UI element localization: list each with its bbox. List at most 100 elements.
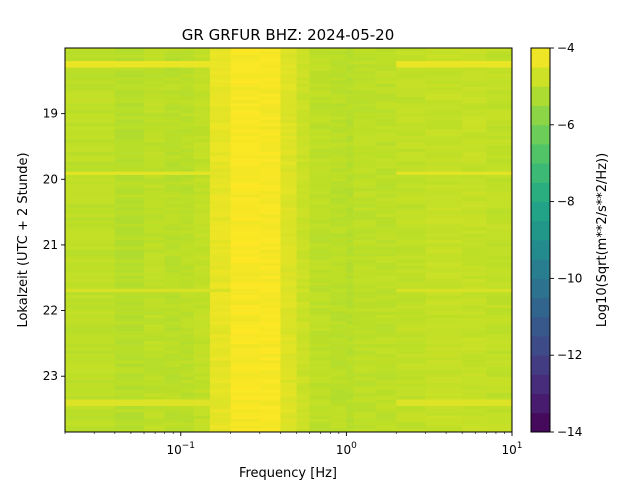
heatmap-cell (296, 87, 311, 91)
heatmap-cell (486, 288, 513, 293)
heatmap-cell (180, 142, 195, 147)
heatmap-cell (114, 220, 145, 225)
heatmap-cell (486, 148, 513, 153)
heatmap-cell (330, 226, 347, 231)
heatmap-cell (180, 64, 195, 68)
heatmap-cell (230, 305, 261, 309)
heatmap-cell (209, 80, 232, 85)
heatmap-cell (144, 70, 166, 75)
heatmap-cell (144, 415, 166, 420)
heatmap-cell (164, 184, 182, 189)
heatmap-cell (346, 249, 354, 254)
heatmap-cell (425, 135, 463, 140)
heatmap-cell (425, 207, 463, 212)
heatmap-cell (375, 103, 397, 107)
heatmap-cell (230, 223, 261, 228)
heatmap-cell (193, 253, 211, 257)
heatmap-cell (375, 266, 397, 270)
heatmap-cell (462, 360, 487, 365)
heatmap-cell (375, 210, 397, 215)
heatmap-cell (486, 324, 513, 329)
heatmap-cell (296, 132, 311, 137)
heatmap-cell (164, 318, 182, 322)
heatmap-cell (209, 74, 232, 78)
heatmap-cell (259, 106, 281, 111)
heatmap-cell (353, 253, 376, 257)
heatmap-cell (164, 396, 182, 400)
heatmap-cell (114, 396, 145, 400)
heatmap-cell (375, 223, 397, 228)
heatmap-cell (209, 119, 232, 124)
heatmap-cell (180, 204, 195, 208)
heatmap-cell (353, 357, 376, 361)
heatmap-cell (144, 353, 166, 358)
heatmap-cell (180, 298, 195, 303)
heatmap-cell (375, 64, 397, 68)
heatmap-cell (180, 148, 195, 153)
heatmap-cell (65, 269, 116, 273)
heatmap-cell (65, 402, 116, 407)
heatmap-cell (209, 370, 232, 374)
heatmap-cell (346, 236, 354, 241)
heatmap-cell (425, 178, 463, 182)
heatmap-cell (353, 321, 376, 326)
heatmap-cell (164, 425, 182, 430)
heatmap-cell (296, 409, 311, 413)
heatmap-cell (296, 301, 311, 306)
heatmap-cell (193, 266, 211, 270)
heatmap-cell (309, 181, 331, 186)
heatmap-cell (309, 67, 331, 72)
heatmap-cell (486, 145, 513, 150)
heatmap-cell (396, 191, 426, 195)
heatmap-cell (280, 311, 297, 316)
x-tick-label: 10−1 (166, 441, 195, 457)
heatmap-cell (330, 272, 347, 277)
heatmap-cell (230, 269, 261, 273)
heatmap-cell (114, 57, 145, 62)
heatmap-cell (353, 178, 376, 182)
heatmap-cell (396, 392, 426, 397)
heatmap-cell (425, 51, 463, 55)
heatmap-cell (65, 165, 116, 169)
heatmap-cell (180, 165, 195, 169)
heatmap-cell (330, 54, 347, 59)
heatmap-cell (330, 360, 347, 365)
heatmap-cell (296, 405, 311, 410)
heatmap-cell (309, 187, 331, 192)
heatmap-cell (396, 57, 426, 62)
heatmap-cell (309, 142, 331, 147)
heatmap-cell (309, 174, 331, 179)
heatmap-cell (309, 51, 331, 55)
heatmap-cell (353, 80, 376, 85)
heatmap-cell (309, 113, 331, 117)
heatmap-cell (114, 379, 145, 384)
heatmap-cell (180, 230, 195, 234)
heatmap-cell (65, 376, 116, 381)
heatmap-cell (144, 145, 166, 150)
heatmap-cell (209, 340, 232, 345)
heatmap-cell (346, 363, 354, 368)
heatmap-cell (375, 116, 397, 120)
heatmap-cell (164, 428, 182, 433)
heatmap-cell (180, 87, 195, 91)
heatmap-cell (280, 405, 297, 410)
heatmap-cell (296, 165, 311, 169)
heatmap-cell (425, 187, 463, 192)
heatmap-cell (330, 337, 347, 342)
heatmap-cell (462, 210, 487, 215)
heatmap-cell (425, 308, 463, 312)
heatmap-cell (280, 363, 297, 368)
heatmap-cell (230, 340, 261, 345)
heatmap-cell (259, 67, 281, 72)
heatmap-cell (259, 174, 281, 179)
heatmap-cell (296, 253, 311, 257)
heatmap-cell (164, 226, 182, 231)
heatmap-cell (180, 243, 195, 247)
heatmap-cell (259, 285, 281, 290)
y-tick-label: 20 (43, 172, 58, 186)
heatmap-cell (425, 305, 463, 309)
heatmap-cell (353, 428, 376, 433)
heatmap-cell (296, 318, 311, 322)
heatmap-cell (259, 155, 281, 160)
heatmap-cell (144, 116, 166, 120)
